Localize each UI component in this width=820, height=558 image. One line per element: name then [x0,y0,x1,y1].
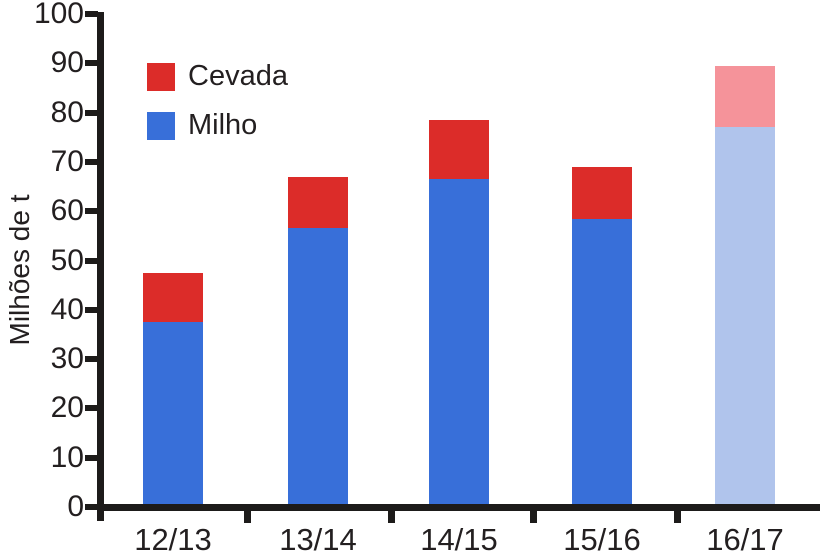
y-tick [85,454,98,461]
y-tick [85,405,98,412]
bar-segment-cevada-12-13 [143,272,203,323]
y-tick [85,257,98,264]
bar-segment-milho-16-17 [715,127,775,504]
y-tick [85,208,98,215]
x-label-15-16: 15/16 [563,522,641,557]
y-tick [85,60,98,67]
x-tick [388,504,395,523]
bar-segment-cevada-13-14 [288,176,348,229]
x-label-13-14: 13/14 [279,522,357,557]
y-tick-label-50: 50 [50,243,84,277]
x-label-14-15: 14/15 [420,522,498,557]
y-tick [85,356,98,363]
legend-item-cevada: Cevada [147,62,288,91]
bar-segment-cevada-16-17 [715,65,775,128]
y-tick-label-70: 70 [50,144,84,178]
y-tick [85,158,98,165]
y-tick [85,11,98,17]
y-tick-label-10: 10 [50,440,84,474]
x-tick [530,504,537,523]
y-tick-label-20: 20 [50,391,84,425]
bar-segment-cevada-15-16 [572,166,632,219]
bar-segment-milho-15-16 [572,218,632,504]
y-tick [85,504,98,510]
legend-label-milho: Milho [188,109,258,141]
y-tick [85,306,98,313]
x-axis-line [97,504,820,511]
legend-swatch-cevada [147,62,175,91]
legend-item-milho: Milho [147,111,288,140]
y-tick-label-40: 40 [50,292,84,326]
legend-swatch-milho [147,111,175,140]
y-tick-label-90: 90 [50,46,84,80]
bar-segment-milho-14-15 [429,179,489,504]
legend: Cevada Milho [147,62,288,160]
bar-segment-milho-13-14 [288,228,348,504]
bar-segment-cevada-14-15 [429,119,489,180]
y-tick-label-80: 80 [50,95,84,129]
bar-segment-milho-12-13 [143,322,203,504]
x-label-16-17: 16/17 [706,522,784,557]
y-tick-label-60: 60 [50,194,84,228]
y-tick-label-0: 0 [67,490,84,523]
y-tick-label-100: 100 [33,0,84,30]
x-tick [674,504,681,523]
y-tick [85,109,98,116]
x-tick [244,504,251,523]
legend-label-cevada: Cevada [188,60,288,92]
x-label-12-13: 12/13 [134,522,212,557]
y-tick-label-30: 30 [50,342,84,376]
y-axis-line [97,12,104,521]
